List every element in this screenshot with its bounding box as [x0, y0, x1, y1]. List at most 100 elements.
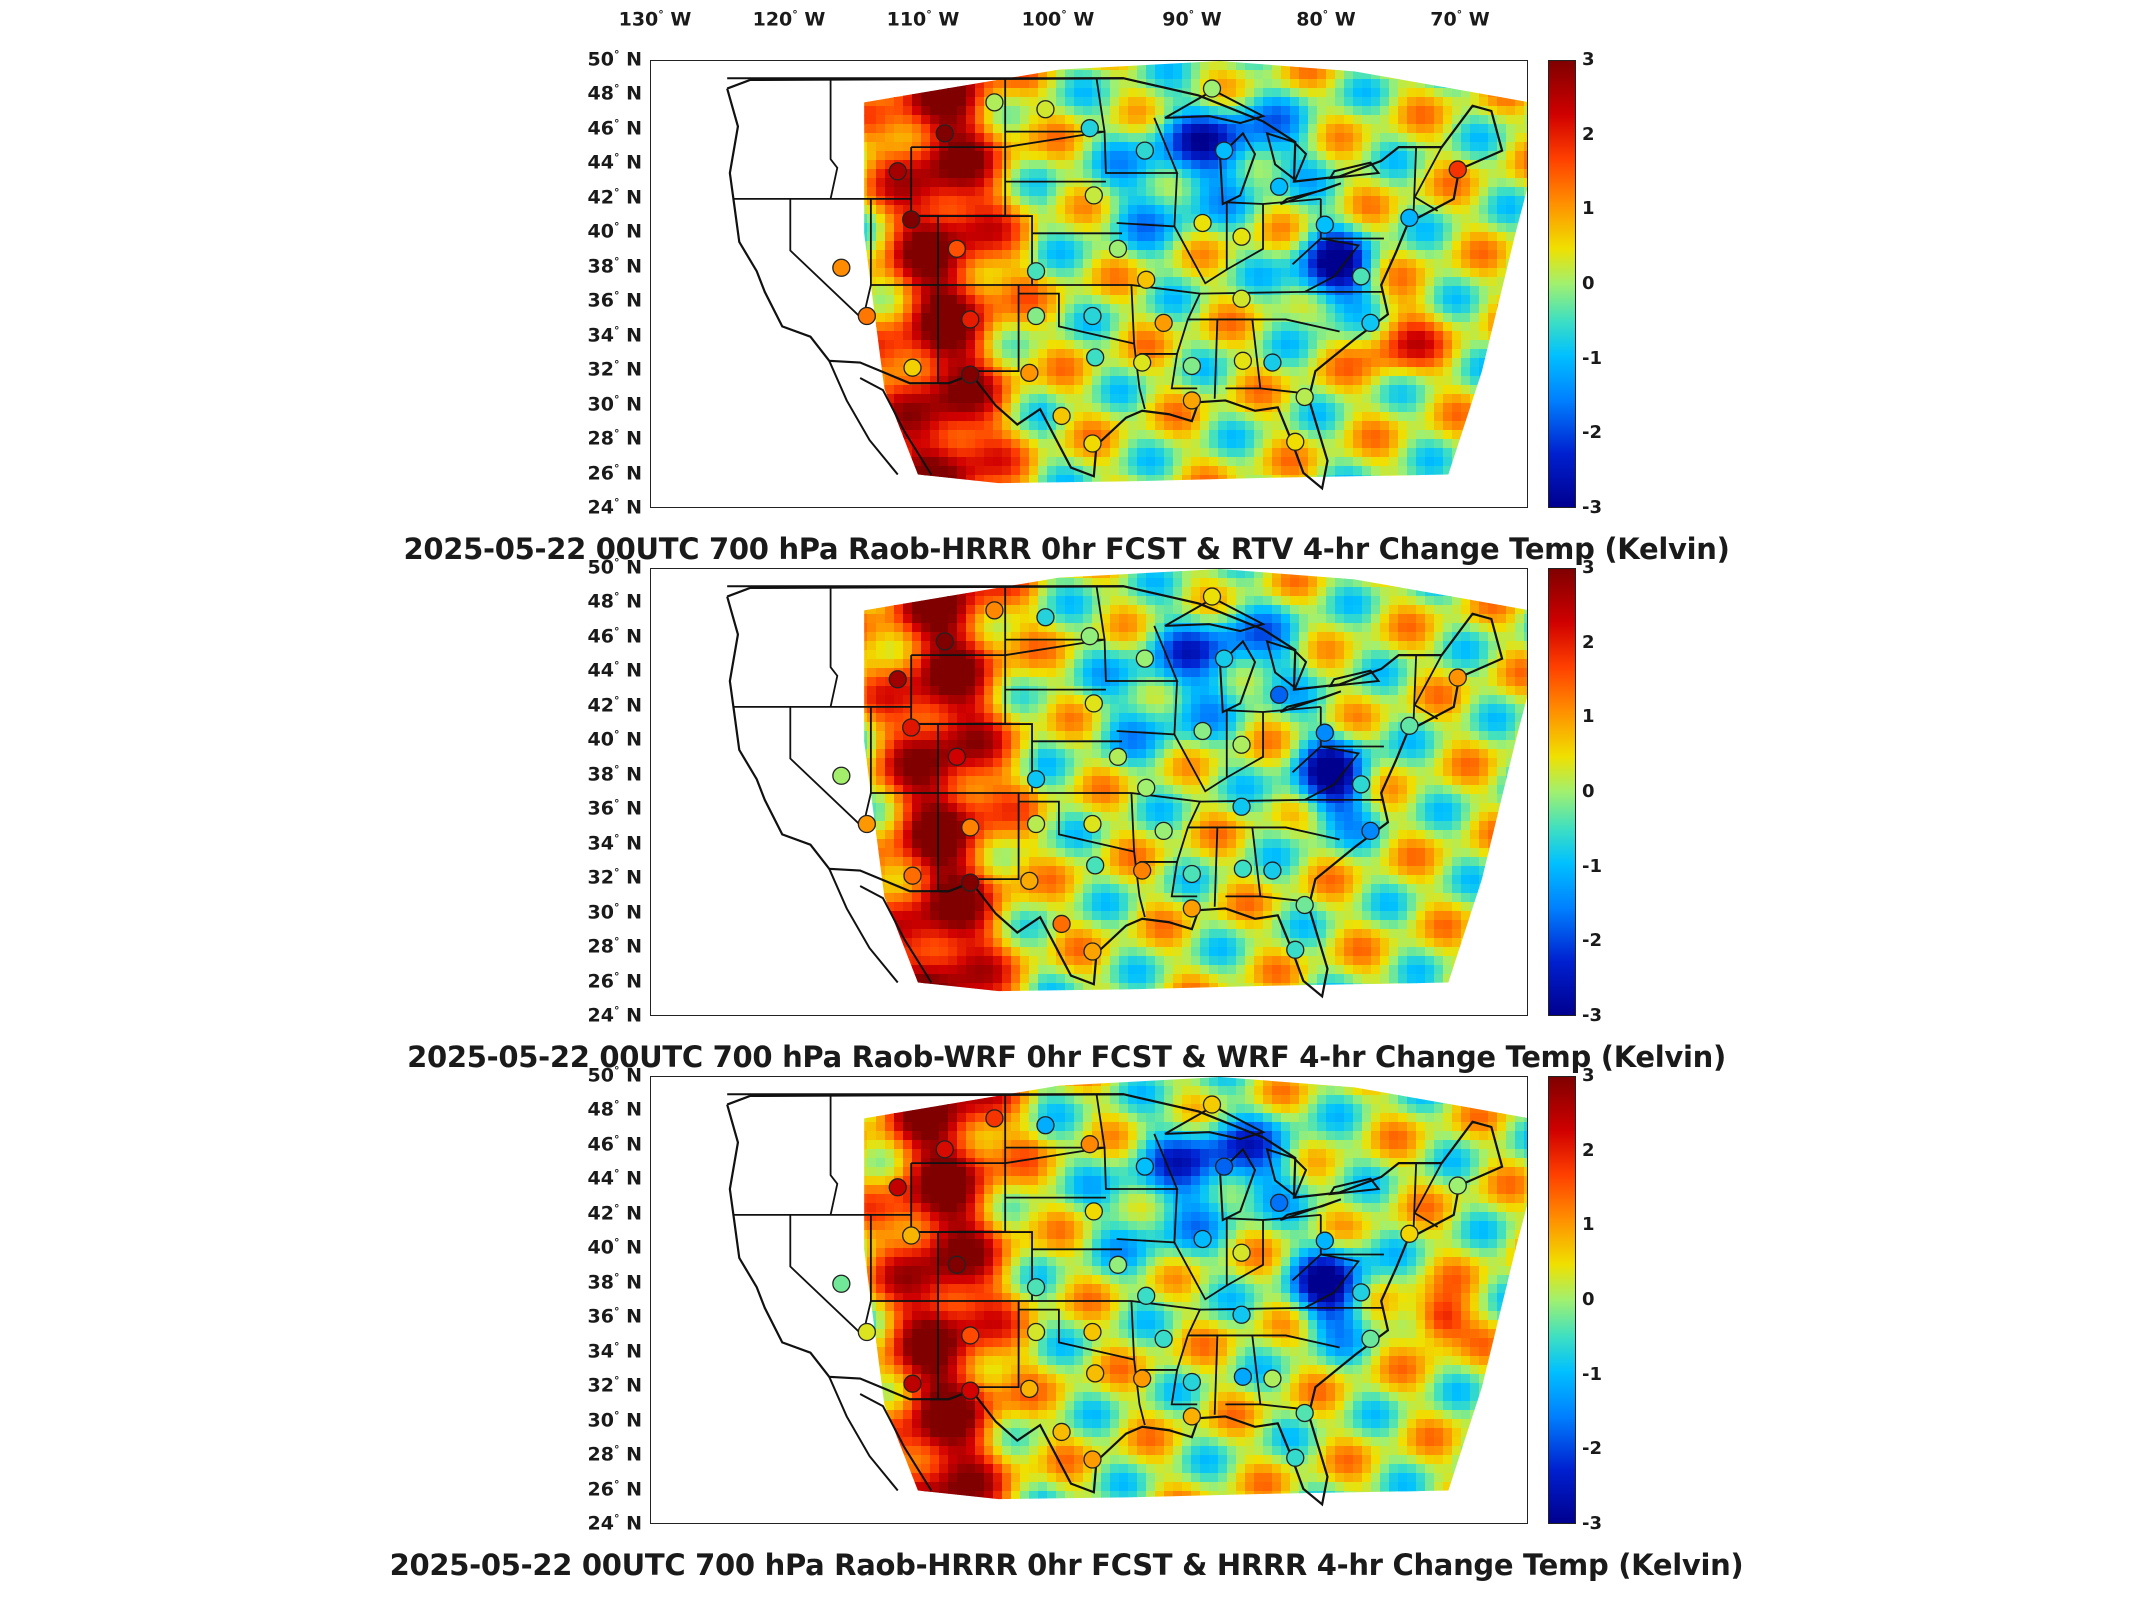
raob-station-marker — [1315, 1231, 1334, 1250]
lon-label: 100° W — [1021, 8, 1095, 31]
lake-outline — [1279, 182, 1342, 205]
lat-label: 28° N — [587, 1443, 642, 1466]
colorbar-tick-label: -1 — [1582, 347, 1602, 369]
raob-station-marker — [1086, 348, 1105, 367]
raob-station-marker — [903, 358, 922, 377]
colorbar-tick-label: -1 — [1582, 1363, 1602, 1385]
lat-label: 44° N — [587, 1167, 642, 1190]
raob-station-marker — [947, 239, 966, 258]
raob-station-marker — [1083, 434, 1102, 453]
colorbar — [1548, 568, 1576, 1016]
lat-label: 24° N — [587, 1004, 642, 1027]
raob-station-marker — [1036, 1116, 1055, 1135]
raob-station-marker — [1020, 363, 1039, 383]
raob-station-marker — [1214, 141, 1234, 160]
state-boundary — [1412, 147, 1418, 217]
raob-station-marker — [1135, 1157, 1155, 1176]
colorbar-tick-label: 0 — [1582, 273, 1595, 294]
raob-station-marker — [1400, 208, 1419, 227]
raob-station-marker — [1182, 391, 1202, 410]
raob-station-marker — [1193, 721, 1212, 741]
colorbar-tick-label: 2 — [1582, 1139, 1595, 1161]
lat-label: 32° N — [587, 358, 642, 381]
lat-label: 26° N — [587, 969, 642, 992]
raob-station-marker — [961, 310, 980, 329]
raob-station-marker — [857, 306, 877, 326]
lat-label: 46° N — [587, 116, 642, 140]
raob-station-marker — [985, 93, 1004, 112]
map-canvas — [726, 61, 1527, 491]
raob-station-marker — [935, 124, 954, 143]
state-boundary — [1116, 680, 1178, 736]
raob-station-marker — [961, 873, 980, 892]
map-frame — [650, 60, 1528, 508]
raob-station-marker — [985, 601, 1004, 620]
raob-station-marker — [1052, 1422, 1071, 1442]
lat-label: 26° N — [587, 461, 642, 484]
raob-station-marker — [1361, 313, 1380, 333]
raob-station-marker — [1270, 1193, 1289, 1212]
map-frame — [650, 568, 1528, 1016]
lake-outline — [1279, 1198, 1342, 1221]
raob-station-marker — [1295, 387, 1314, 407]
lake-outline — [1219, 639, 1257, 714]
raob-station-marker — [832, 1274, 851, 1293]
lake-outline — [1265, 639, 1308, 690]
lake-outline — [1328, 161, 1381, 180]
raob-station-marker — [1084, 186, 1103, 205]
raob-station-marker — [1036, 100, 1055, 119]
raob-station-marker — [1448, 1176, 1467, 1195]
raob-station-marker — [1232, 227, 1251, 246]
state-boundary — [829, 1094, 839, 1216]
lake-outline — [1328, 1177, 1381, 1196]
raob-station-marker — [1026, 1322, 1046, 1342]
colorbar-tick-label: -2 — [1582, 1438, 1602, 1460]
lat-label: 48° N — [587, 1098, 642, 1121]
lat-label: 28° N — [587, 935, 642, 958]
raob-station-marker — [1232, 289, 1251, 308]
coastline — [828, 360, 899, 476]
colorbar-tick-label: 2 — [1582, 631, 1595, 653]
raob-station-marker — [1286, 940, 1305, 959]
raob-station-marker — [1026, 306, 1046, 326]
raob-station-marker — [1263, 861, 1282, 880]
raob-station-marker — [1351, 267, 1371, 286]
state-boundary — [1226, 1220, 1264, 1287]
raob-station-marker — [888, 162, 907, 181]
raob-station-marker — [1232, 797, 1251, 816]
raob-station-marker — [947, 747, 966, 766]
coastline — [859, 1393, 933, 1492]
raob-station-marker — [903, 866, 922, 885]
colorbar-tick-label: 1 — [1582, 1214, 1595, 1236]
lat-label: 48° N — [587, 590, 642, 613]
lat-label: 50° N — [587, 1064, 642, 1087]
raob-station-marker — [1351, 1283, 1371, 1302]
raob-station-marker — [1108, 747, 1128, 766]
raob-station-marker — [1026, 1278, 1046, 1297]
state-boundary — [1004, 78, 1106, 149]
state-boundary — [1213, 827, 1219, 907]
raob-station-marker — [1232, 735, 1251, 754]
lat-label: 40° N — [587, 1236, 642, 1259]
lake-outline — [1265, 1147, 1308, 1198]
colorbar-tick-label: -1 — [1582, 855, 1602, 877]
lat-label: 32° N — [587, 1374, 642, 1397]
raob-station-marker — [961, 1326, 980, 1345]
raob-station-marker — [1182, 864, 1202, 884]
raob-station-marker — [985, 1109, 1004, 1128]
raob-station-marker — [1202, 79, 1222, 98]
state-boundary — [829, 586, 839, 708]
state-boundary — [1291, 1253, 1361, 1309]
state-boundary — [1291, 745, 1361, 801]
state-boundary — [938, 723, 1033, 794]
lake-outline — [1164, 89, 1266, 125]
raob-station-marker — [1133, 1369, 1152, 1388]
lat-label: 32° N — [587, 866, 642, 889]
state-boundary — [1170, 861, 1198, 898]
state-boundary — [938, 215, 1033, 286]
raob-station-marker — [1448, 160, 1467, 179]
raob-station-marker — [1270, 685, 1289, 704]
raob-station-marker — [935, 632, 954, 651]
lat-label: 30° N — [587, 1408, 642, 1431]
lat-label: 36° N — [587, 289, 642, 312]
